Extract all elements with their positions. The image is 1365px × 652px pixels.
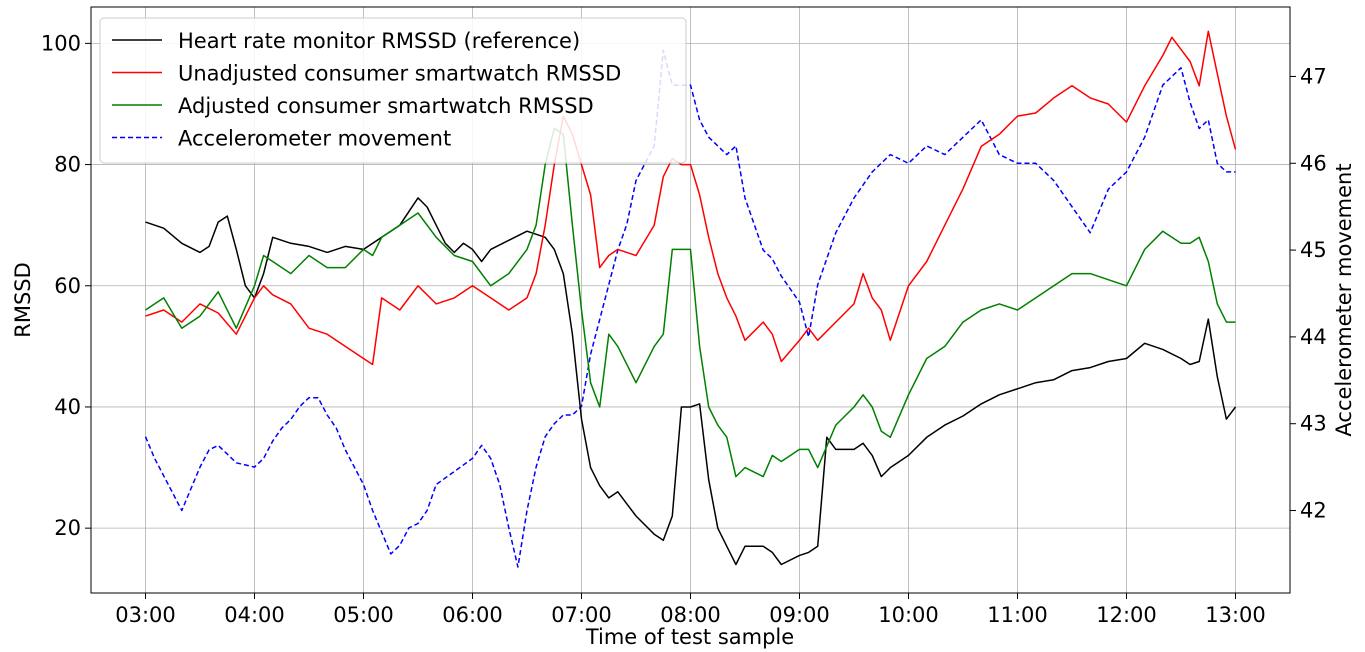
legend-label: Unadjusted consumer smartwatch RMSSD: [178, 62, 621, 86]
x-axis: 03:00 04:00 05:00 06:00 07:00 08:00 09:00 10:00…: [115, 593, 1266, 627]
x-tick-label: 07:00: [551, 603, 612, 627]
y-tick-label: 40: [54, 395, 81, 419]
series-line-3: [144, 49, 1236, 568]
y2-tick-label: 42: [1300, 499, 1327, 523]
x-tick-label: 11:00: [987, 603, 1048, 627]
y2-tick-label: 43: [1300, 412, 1327, 436]
y-tick-label: 20: [54, 516, 81, 540]
x-tick-label: 10:00: [878, 603, 939, 627]
series-lines: [144, 30, 1237, 568]
y-tick-label: 100: [41, 31, 81, 55]
legend-label: Accelerometer movement: [178, 127, 451, 151]
x-tick-label: 05:00: [333, 603, 394, 627]
legend: Heart rate monitor RMSSD (reference) Unad…: [99, 17, 687, 164]
x-tick-label: 06:00: [442, 603, 503, 627]
y2-tick-label: 45: [1300, 238, 1327, 262]
x-tick-label: 09:00: [769, 603, 830, 627]
x-tick-label: 12:00: [1096, 603, 1157, 627]
y-axis-left: 20 40 60 80 100: [41, 31, 91, 540]
y-axis-title: RMSSD: [11, 262, 35, 338]
y-axis-right: 42 43 44 45 46 47: [1290, 64, 1327, 523]
series-line-2: [145, 127, 1236, 478]
y2-axis-title: Accelerometer movement: [1332, 163, 1356, 436]
legend-label: Adjusted consumer smartwatch RMSSD: [178, 94, 594, 118]
x-tick-label: 04:00: [224, 603, 285, 627]
x-tick-label: 13:00: [1205, 603, 1266, 627]
series-line-1: [145, 30, 1237, 366]
x-tick-label: 08:00: [660, 603, 721, 627]
y-tick-label: 80: [54, 153, 81, 177]
series-line-0: [145, 197, 1237, 566]
legend-box: [99, 17, 687, 164]
y2-tick-label: 46: [1300, 151, 1327, 175]
x-tick-label: 03:00: [115, 603, 176, 627]
x-axis-title: Time of test sample: [585, 625, 794, 649]
y-tick-label: 60: [54, 274, 81, 298]
y2-tick-label: 47: [1300, 64, 1327, 88]
legend-label: Heart rate monitor RMSSD (reference): [178, 29, 580, 53]
y2-tick-label: 44: [1300, 325, 1327, 349]
